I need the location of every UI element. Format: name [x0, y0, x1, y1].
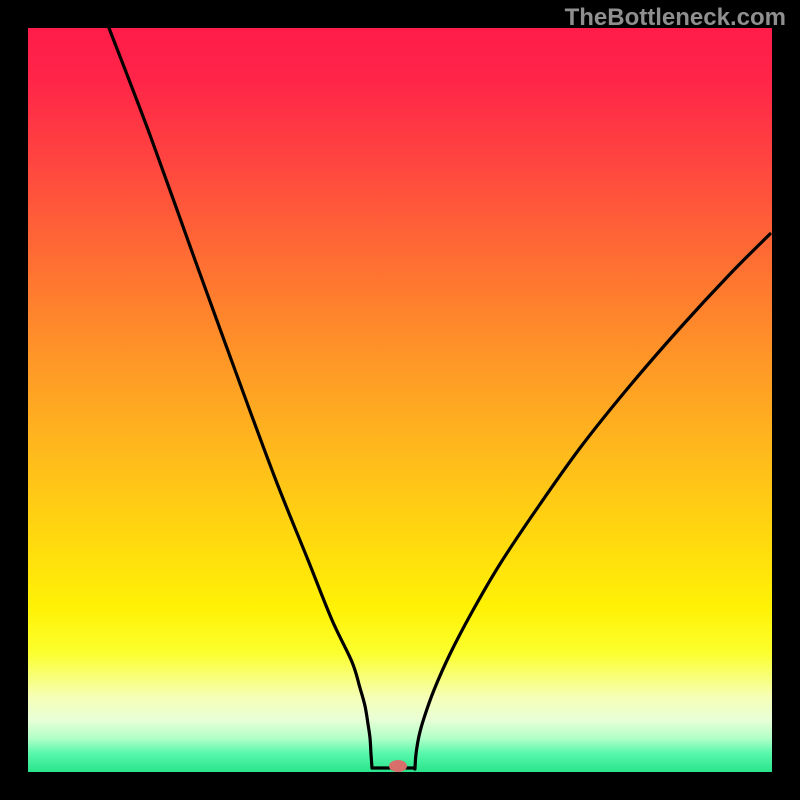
bottleneck-curve-chart [0, 0, 800, 800]
optimal-point-marker [389, 760, 407, 772]
chart-stage: TheBottleneck.com [0, 0, 800, 800]
plot-background-gradient [28, 28, 772, 772]
